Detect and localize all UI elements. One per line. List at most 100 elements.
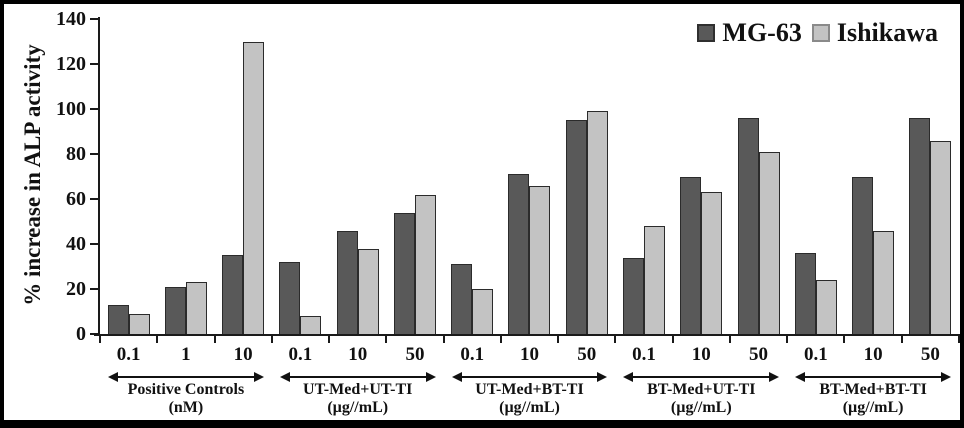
x-tick-mark <box>213 336 216 343</box>
x-tick-mark <box>728 336 731 343</box>
y-tick-mark <box>90 108 99 110</box>
y-tick-label: 40 <box>66 233 86 255</box>
bar-mg63 <box>737 118 759 334</box>
bar-pair-slot <box>673 19 730 334</box>
double-arrow-icon <box>108 372 264 382</box>
bar-ishikawa <box>472 289 494 334</box>
bar-mg63 <box>508 174 530 334</box>
y-tick-mark <box>90 63 99 65</box>
x-tick-mark <box>958 336 960 343</box>
bar-ishikawa <box>128 313 150 334</box>
bar-pair-slot <box>272 19 329 334</box>
x-tick-label-row: 0.1 1 10 0.1 10 50 0.1 10 50 0.1 10 50 0.1 10 50 <box>100 344 959 366</box>
legend-label: MG-63 <box>722 18 802 47</box>
group-unit-label: (µg//mL) <box>499 399 560 417</box>
group-unit-label: (µg//mL) <box>842 399 904 417</box>
bar-pair-slot <box>100 19 157 334</box>
x-tick-label: 0.1 <box>803 344 828 365</box>
x-tick-mark <box>843 336 846 343</box>
legend-item: Ishikawa <box>811 18 938 47</box>
group-annotation: Positive Controls (nM) <box>100 370 272 418</box>
y-tick-label: 60 <box>66 188 86 210</box>
y-tick-label: 20 <box>66 278 86 300</box>
bar-pair-slot <box>615 19 672 334</box>
y-tick-label: 120 <box>56 53 86 75</box>
bar-pair-slot <box>329 19 386 334</box>
y-tick-mark <box>90 18 99 20</box>
x-tick-mark <box>442 336 445 343</box>
bar-ishikawa <box>300 316 322 334</box>
double-arrow-icon <box>279 372 436 382</box>
bar-pair-slot <box>501 19 558 334</box>
x-tick-label: 10 <box>863 344 883 365</box>
x-tick-mark <box>557 336 560 343</box>
x-tick-label: 10 <box>519 344 539 365</box>
bar-pair-slot <box>215 19 272 334</box>
bar-mg63 <box>565 120 587 334</box>
y-tick-label: 100 <box>56 98 86 120</box>
x-tick-label: 10 <box>348 344 368 365</box>
group-annotation: BT-Med+UT-TI (µg//mL) <box>615 370 787 418</box>
y-tick-mark <box>90 288 99 290</box>
bar-ishikawa <box>815 280 837 334</box>
bar-ishikawa <box>873 230 895 334</box>
x-tick-label: 0.1 <box>460 344 485 365</box>
y-tick-label: 80 <box>66 143 86 165</box>
bar-pair-slot <box>902 19 959 334</box>
x-tick-mark <box>614 336 617 343</box>
x-tick-mark <box>786 336 789 343</box>
legend-item: MG-63 <box>697 18 802 47</box>
bar-ishikawa <box>586 111 608 334</box>
group-unit-label: (nM) <box>168 399 204 417</box>
legend-label: Ishikawa <box>836 18 938 47</box>
legend-swatch-icon <box>697 24 716 42</box>
x-tick-label: 0.1 <box>632 344 656 365</box>
bar-mg63 <box>107 304 129 334</box>
bar-ishikawa <box>529 185 551 334</box>
bar-mg63 <box>909 118 931 334</box>
x-tick-label: 50 <box>749 344 769 365</box>
x-tick-mark <box>499 336 502 343</box>
bar-ishikawa <box>758 151 780 334</box>
bar-mg63 <box>336 230 358 334</box>
bar-mg63 <box>164 286 186 334</box>
bar-mg63 <box>794 253 816 334</box>
bar-mg63 <box>852 176 874 334</box>
x-tick-label: 1 <box>181 344 191 365</box>
x-tick-label: 10 <box>233 344 253 365</box>
y-axis-line <box>98 17 100 335</box>
x-tick-mark <box>671 336 674 343</box>
bar-mg63 <box>680 176 702 334</box>
double-arrow-icon <box>795 372 951 382</box>
bar-pair-slot <box>444 19 501 334</box>
bar-ishikawa <box>930 140 952 334</box>
x-tick-mark <box>99 336 101 343</box>
bar-ishikawa <box>243 41 265 334</box>
bar-mg63 <box>451 264 473 334</box>
y-tick-label: 140 <box>56 8 86 30</box>
bar-pair-slot <box>157 19 214 334</box>
group-label: BT-Med+UT-TI <box>647 381 756 398</box>
bar-ishikawa <box>357 248 379 334</box>
bar-mg63 <box>623 257 645 334</box>
group-annotation: UT-Med+UT-TI (µg//mL) <box>272 370 444 418</box>
y-tick-mark <box>90 153 99 155</box>
x-tick-mark <box>328 336 331 343</box>
group-annotation: BT-Med+BT-TI (µg//mL) <box>787 370 959 418</box>
bar-pair-slot <box>787 19 844 334</box>
legend: MG-63 Ishikawa <box>697 20 938 46</box>
x-tick-label: 50 <box>577 344 597 365</box>
group-label: UT-Med+UT-TI <box>303 381 413 398</box>
x-tick-mark <box>900 336 903 343</box>
bar-ishikawa <box>644 226 666 334</box>
bar-mg63 <box>222 255 244 334</box>
group-label: UT-Med+BT-TI <box>475 381 584 398</box>
x-axis-line <box>94 334 960 336</box>
x-tick-mark <box>156 336 159 343</box>
y-tick-label: 0 <box>76 323 86 345</box>
bar-mg63 <box>279 262 301 334</box>
plot-area <box>100 19 959 334</box>
x-tick-label: 50 <box>405 344 425 365</box>
group-annotation: UT-Med+BT-TI (µg//mL) <box>444 370 616 418</box>
